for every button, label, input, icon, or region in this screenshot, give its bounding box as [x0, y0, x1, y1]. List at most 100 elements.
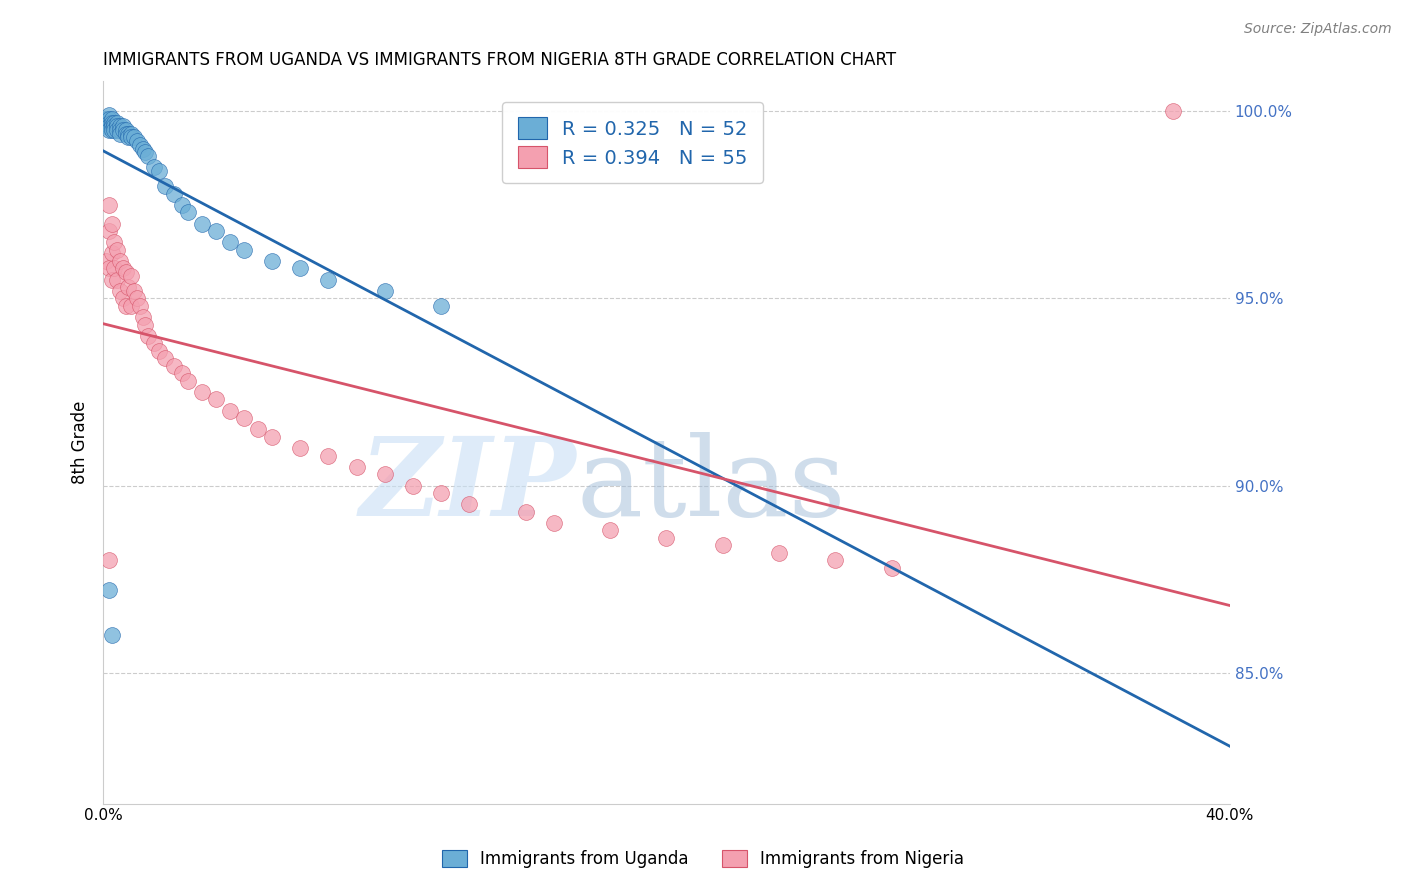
Point — [136, 328, 159, 343]
Point — [100, 120, 122, 134]
Point — [148, 343, 170, 358]
Point — [94, 115, 117, 129]
Point — [218, 235, 240, 250]
Point — [100, 273, 122, 287]
Point — [170, 198, 193, 212]
Point — [190, 217, 212, 231]
Point — [162, 359, 184, 373]
Point — [117, 127, 139, 141]
Point — [262, 430, 284, 444]
Point — [97, 224, 120, 238]
Point — [204, 224, 226, 238]
Point — [94, 112, 117, 126]
Point — [103, 123, 125, 137]
Legend: Immigrants from Uganda, Immigrants from Nigeria: Immigrants from Uganda, Immigrants from … — [434, 843, 972, 875]
Point — [515, 505, 537, 519]
Point — [190, 384, 212, 399]
Point — [880, 561, 903, 575]
Point — [128, 138, 150, 153]
Point — [97, 112, 120, 126]
Point — [290, 261, 312, 276]
Point — [142, 336, 165, 351]
Point — [247, 422, 270, 436]
Point — [105, 243, 128, 257]
Point — [346, 459, 368, 474]
Point — [108, 284, 131, 298]
Point — [120, 127, 142, 141]
Point — [153, 179, 176, 194]
Point — [111, 120, 134, 134]
Point — [176, 374, 198, 388]
Point — [430, 486, 453, 500]
Point — [233, 243, 256, 257]
Text: ZIP: ZIP — [360, 432, 576, 540]
Point — [108, 123, 131, 137]
Point — [105, 123, 128, 137]
Point — [114, 265, 136, 279]
Point — [134, 145, 156, 160]
Point — [148, 164, 170, 178]
Point — [218, 403, 240, 417]
Point — [114, 127, 136, 141]
Point — [599, 524, 621, 538]
Point — [125, 134, 148, 148]
Point — [108, 127, 131, 141]
Point — [103, 235, 125, 250]
Point — [233, 411, 256, 425]
Point — [655, 531, 678, 545]
Point — [153, 351, 176, 366]
Point — [100, 123, 122, 137]
Point — [97, 198, 120, 212]
Point — [402, 478, 425, 492]
Point — [117, 280, 139, 294]
Point — [290, 441, 312, 455]
Point — [100, 115, 122, 129]
Point — [97, 583, 120, 598]
Point — [105, 115, 128, 129]
Point — [125, 292, 148, 306]
Point — [142, 161, 165, 175]
Point — [100, 217, 122, 231]
Point — [100, 246, 122, 260]
Point — [162, 186, 184, 201]
Point — [105, 120, 128, 134]
Point — [111, 123, 134, 137]
Point — [108, 254, 131, 268]
Point — [97, 261, 120, 276]
Point — [131, 310, 153, 325]
Point — [131, 142, 153, 156]
Point — [111, 261, 134, 276]
Point — [458, 497, 481, 511]
Point — [103, 115, 125, 129]
Point — [134, 318, 156, 332]
Point — [711, 538, 734, 552]
Point — [1163, 104, 1185, 119]
Point — [94, 120, 117, 134]
Point — [97, 123, 120, 137]
Text: Source: ZipAtlas.com: Source: ZipAtlas.com — [1244, 22, 1392, 37]
Point — [94, 254, 117, 268]
Point — [103, 261, 125, 276]
Point — [100, 628, 122, 642]
Point — [97, 120, 120, 134]
Point — [374, 284, 396, 298]
Legend: R = 0.325   N = 52, R = 0.394   N = 55: R = 0.325 N = 52, R = 0.394 N = 55 — [502, 102, 763, 183]
Point — [543, 516, 565, 530]
Point — [122, 130, 145, 145]
Point — [374, 467, 396, 482]
Point — [114, 123, 136, 137]
Point — [136, 149, 159, 163]
Point — [128, 299, 150, 313]
Point — [120, 299, 142, 313]
Point — [262, 254, 284, 268]
Point — [105, 273, 128, 287]
Point — [103, 120, 125, 134]
Point — [176, 205, 198, 219]
Point — [97, 108, 120, 122]
Point — [204, 392, 226, 407]
Point — [768, 546, 790, 560]
Point — [430, 299, 453, 313]
Point — [318, 449, 340, 463]
Point — [120, 268, 142, 283]
Point — [108, 120, 131, 134]
